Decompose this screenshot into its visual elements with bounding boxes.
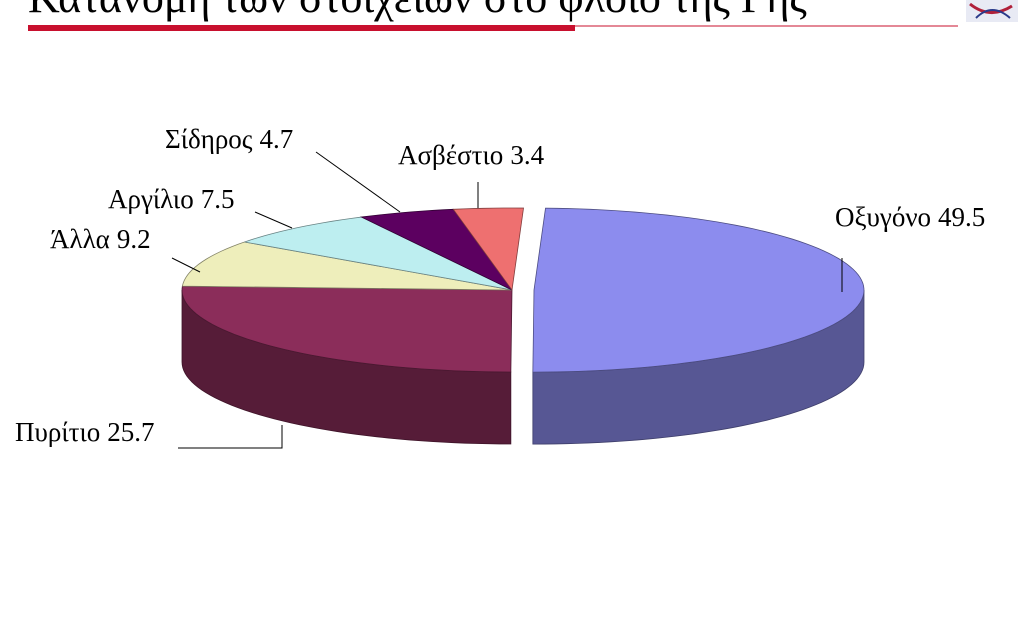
data-label: Οξυγόνο 49.5	[835, 202, 985, 232]
data-label: Σίδηρος 4.7	[165, 124, 293, 154]
label-value: 3.4	[510, 140, 544, 170]
label-value: 4.7	[260, 124, 294, 154]
slice	[181, 241, 513, 291]
data-label: Πυρίτιο 25.7	[15, 417, 154, 447]
label-name: Άλλα	[50, 224, 110, 254]
data-labels: Οξυγόνο 49.5 Πυρίτιο 25.7 Άλλα 9.2 Αργίλιο 7.5 Σ…	[15, 124, 985, 449]
pie-chart: Οξυγόνο 49.5 Πυρίτιο 25.7 Άλλα 9.2 Αργίλιο 7.5 Σ…	[15, 124, 985, 449]
data-label: Αργίλιο 7.5	[108, 184, 234, 214]
label-value: 7.5	[201, 184, 235, 214]
label-name: Αργίλιο	[108, 184, 194, 214]
slice	[359, 208, 513, 291]
title-underline	[28, 25, 575, 31]
leader-line	[171, 257, 201, 273]
slice	[181, 285, 513, 373]
label-name: Οξυγόνο	[835, 202, 931, 232]
leader-line	[315, 151, 401, 213]
label-value: 25.7	[107, 417, 154, 447]
slice	[452, 207, 524, 292]
slide-title: Κατανομή των στοιχείων στο φλοιό της Γης	[28, 0, 807, 22]
label-value: 49.5	[938, 202, 985, 232]
label-name: Ασβέστιο	[398, 140, 503, 170]
pie-tops	[181, 207, 865, 373]
logo	[966, 0, 1018, 22]
leader-line	[254, 211, 293, 229]
slice	[532, 207, 865, 373]
label-name: Σίδηρος	[165, 124, 253, 154]
pie-sides	[181, 289, 865, 445]
label-value: 9.2	[117, 224, 151, 254]
slice	[244, 216, 513, 291]
leader-line	[178, 425, 283, 449]
data-label: Ασβέστιο 3.4	[398, 140, 545, 170]
data-label: Άλλα 9.2	[50, 224, 151, 254]
label-name: Πυρίτιο	[15, 417, 100, 447]
